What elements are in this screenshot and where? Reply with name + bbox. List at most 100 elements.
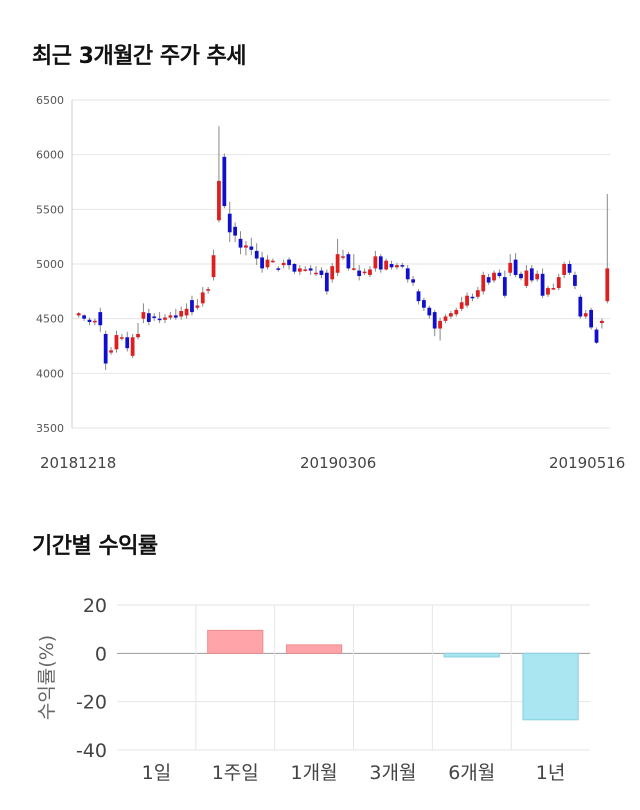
returns-bar [285, 644, 343, 654]
returns-y-axis-label: 수익률(%) [36, 635, 58, 720]
candle-down [260, 257, 264, 269]
candle-up [448, 313, 453, 317]
candle-down [497, 272, 502, 277]
candle-down [222, 156, 227, 207]
candle-up [130, 337, 135, 356]
candle-up [244, 245, 248, 248]
candle-up [281, 262, 286, 266]
candle-up [583, 313, 588, 317]
candle-up [109, 350, 113, 353]
candle-down [238, 238, 243, 248]
returns-x-tick-label: 1주일 [212, 762, 259, 784]
candle-up [508, 262, 513, 273]
candle-down [227, 213, 232, 233]
candle-down [346, 254, 351, 269]
candle-up [384, 260, 389, 270]
candle-down [378, 256, 383, 270]
candle-down [529, 268, 534, 281]
returns-grid [117, 604, 590, 751]
returns-bar [207, 629, 264, 654]
candle-down [173, 315, 178, 318]
candle-up [481, 274, 486, 292]
candle-up [373, 256, 378, 269]
candle-down [146, 313, 151, 322]
price-grid [72, 99, 610, 429]
candle-down [400, 265, 405, 267]
candle-up [163, 317, 167, 320]
candle-up [551, 288, 556, 290]
candle-up [556, 277, 561, 289]
price-x-tick-label: 20190516 [549, 454, 625, 472]
candle-up [217, 180, 221, 221]
candle-up [524, 270, 529, 286]
returns-bar [522, 652, 579, 721]
candle-down [249, 246, 254, 250]
candle-up [492, 272, 496, 281]
price-y-tick-label: 3500 [36, 422, 64, 435]
candle-down [540, 273, 545, 296]
candle-down [432, 312, 437, 329]
candle-up [303, 269, 308, 271]
candle-down [98, 312, 103, 326]
candle-down [87, 319, 92, 322]
candle-down [594, 329, 599, 343]
candle-up [562, 264, 567, 275]
candle-up [168, 315, 173, 318]
price-y-tick-label: 5000 [36, 258, 64, 271]
candle-down [589, 309, 594, 328]
candle-up [368, 269, 372, 275]
candle-up [141, 312, 146, 319]
candle-up [314, 272, 318, 275]
returns-y-tick-label: -20 [76, 692, 107, 714]
candle-down [276, 268, 281, 270]
returns-x-tick-label: 6개월 [448, 762, 495, 784]
candle-up [200, 292, 205, 304]
candle-up [600, 320, 604, 324]
candle-down [416, 291, 421, 302]
candle-up [362, 271, 367, 274]
returns-y-tick-label: 0 [95, 643, 107, 665]
returns-x-tick-label: 3개월 [369, 762, 416, 784]
price-y-tick-label: 4500 [36, 313, 64, 326]
candle-up [119, 337, 124, 339]
candle-up [341, 256, 345, 258]
candle-down [389, 264, 394, 268]
candle-down [190, 300, 194, 313]
candle-up [206, 289, 211, 291]
candle-down [411, 279, 416, 283]
candle-up [270, 260, 275, 263]
candle-up [335, 254, 340, 273]
candle-down [519, 273, 523, 279]
price-x-tick-label: 20181218 [40, 454, 116, 472]
candle-up [443, 316, 448, 321]
candle-up [459, 302, 464, 309]
candle-down [324, 272, 329, 292]
candle-up [465, 295, 469, 306]
returns-y-tick-label: 20 [83, 595, 107, 617]
price-y-tick-label: 6000 [36, 149, 64, 162]
candle-up [76, 313, 81, 316]
candle-down [578, 296, 583, 317]
candle-up [546, 288, 550, 295]
returns-x-tick-label: 1일 [142, 762, 172, 784]
candle-down [513, 259, 518, 275]
returns-x-tick-label: 1년 [536, 762, 566, 784]
price-axis: 3500 4000 4500 5000 5500 6000 6500 20181218 2019… [36, 94, 625, 472]
candle-down [254, 250, 259, 259]
returns-x-tick-label: 1개월 [291, 762, 338, 784]
candle-down [567, 264, 572, 273]
candle-down [319, 270, 324, 275]
price-y-tick-label: 5500 [36, 203, 64, 216]
returns-bars [207, 629, 579, 721]
candle-up [184, 308, 189, 316]
candle-up [475, 290, 480, 297]
candle-down [573, 274, 577, 286]
candles [76, 126, 610, 371]
candle-down [422, 300, 426, 308]
candle-down [405, 268, 410, 280]
candle-down [502, 277, 507, 296]
returns-axis: 20 0 -20 -40 1일 1주일 1개월 3개월 6개월 1년 수익률(%) [36, 595, 565, 784]
candle-down [233, 226, 238, 236]
candle-up [605, 268, 610, 302]
